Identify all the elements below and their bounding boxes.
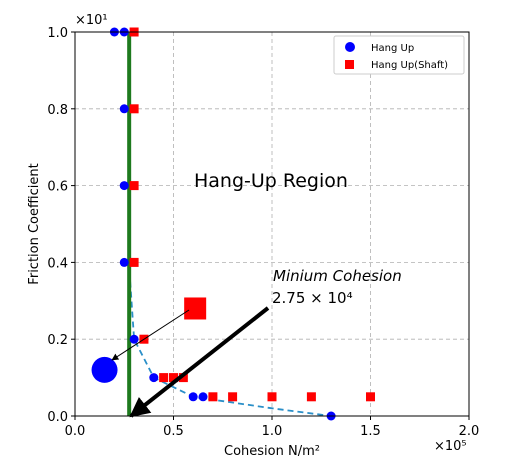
x-tick-label: 1.0 <box>262 424 283 439</box>
x-tick-label: 0.0 <box>65 424 86 439</box>
y-tick-label: 0.4 <box>47 256 68 271</box>
point-hang-up-shaft <box>129 257 139 267</box>
plot-frame <box>74 31 470 417</box>
y-multiplier-label: ×10¹ <box>75 13 108 28</box>
x-tick-label: 0.5 <box>163 424 184 439</box>
x-multiplier-label: ×10⁵ <box>434 439 467 454</box>
region-label: Hang-Up Region <box>194 170 348 192</box>
point-hang-up-shaft <box>228 392 238 402</box>
large-circle-marker <box>91 356 118 383</box>
y-axis-ticks: 0.0 0.2 0.4 0.6 0.8 1.0 <box>47 26 75 425</box>
legend-box <box>333 35 465 75</box>
min-cohesion-label: Minium Cohesion <box>273 267 402 285</box>
point-hang-up <box>119 104 129 114</box>
point-hang-up <box>188 392 198 402</box>
point-hang-up <box>119 181 129 191</box>
point-hang-up-shaft <box>129 181 139 191</box>
legend-label-hang-up-shaft: Hang Up(Shaft) <box>371 60 448 71</box>
point-hang-up-shaft <box>306 392 316 402</box>
legend-marker-hang-up <box>345 42 355 52</box>
point-hang-up <box>119 257 129 267</box>
point-hang-up-shaft <box>129 104 139 114</box>
y-tick-label: 0.2 <box>47 333 68 348</box>
point-hang-up-shaft <box>267 392 277 402</box>
x-tick-label: 1.5 <box>360 424 381 439</box>
y-axis-label: Friction Coefficient <box>27 163 42 284</box>
min-cohesion-value: 2.75 × 10⁴ <box>272 289 353 307</box>
arrow-to-min-cohesion <box>129 306 270 418</box>
x-tick-label: 2.0 <box>459 424 480 439</box>
arrow-to-small-marker <box>111 309 190 361</box>
large-markers-group <box>91 297 207 383</box>
point-hang-up <box>149 373 159 383</box>
point-hang-up-shaft <box>159 373 169 383</box>
legend: Hang Up Hang Up(Shaft) <box>333 35 465 75</box>
y-tick-label: 1.0 <box>47 26 68 41</box>
y-tick-label: 0.6 <box>47 180 68 195</box>
y-tick-label: 0.0 <box>47 410 68 425</box>
point-hang-up-shaft <box>169 373 178 383</box>
y-tick-label: 0.8 <box>47 103 68 118</box>
x-axis-ticks: 0.0 0.5 1.0 1.5 2.0 <box>65 416 480 439</box>
x-axis-label: Cohesion N/m² <box>224 444 320 459</box>
point-hang-up <box>198 392 208 402</box>
point-hang-up-shaft <box>366 392 375 402</box>
point-hang-up <box>129 334 139 344</box>
large-square-marker <box>184 297 207 320</box>
trend-line-group <box>129 281 332 417</box>
legend-label-hang-up: Hang Up <box>371 43 414 54</box>
legend-marker-hang-up-shaft <box>345 60 354 69</box>
trend-line <box>129 281 332 417</box>
point-hang-up-shaft <box>178 373 188 383</box>
point-hang-up-shaft <box>208 392 218 402</box>
